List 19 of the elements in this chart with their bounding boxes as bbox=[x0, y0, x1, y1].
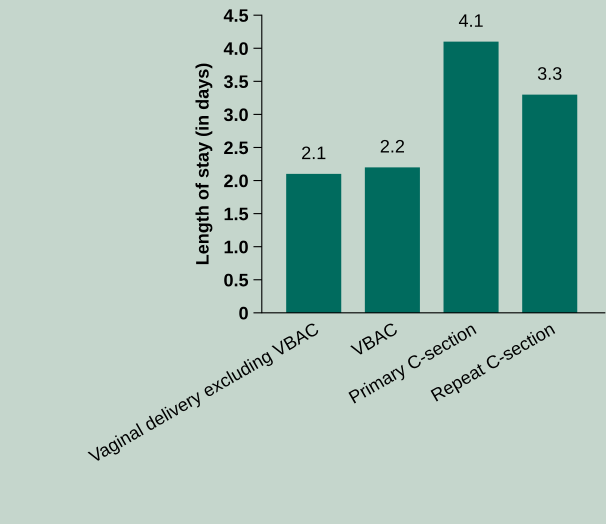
bar bbox=[522, 94, 578, 313]
data-label: 3.3 bbox=[538, 67, 562, 80]
bar bbox=[286, 174, 342, 313]
y-tick-label: 1.5 bbox=[224, 208, 248, 220]
y-tick-label: 2.0 bbox=[224, 174, 248, 188]
bar bbox=[444, 42, 499, 313]
bar bbox=[364, 167, 420, 313]
y-tick-label: 0.5 bbox=[224, 274, 248, 286]
y-tick-label: 4.0 bbox=[224, 42, 248, 55]
y-axis-title: Length of stay (in days) bbox=[195, 64, 212, 264]
y-tick-label: 3.0 bbox=[224, 108, 248, 122]
data-label: 2.2 bbox=[380, 140, 404, 152]
y-tick-label: 0 bbox=[239, 306, 248, 320]
data-label: 4.1 bbox=[458, 14, 483, 27]
data-label: 2.1 bbox=[302, 146, 326, 160]
y-tick-label: 1.0 bbox=[224, 240, 248, 254]
y-tick-label: 2.5 bbox=[224, 141, 248, 154]
y-tick-label: 4.5 bbox=[224, 9, 248, 22]
y-tick-label: 3.5 bbox=[224, 75, 248, 88]
